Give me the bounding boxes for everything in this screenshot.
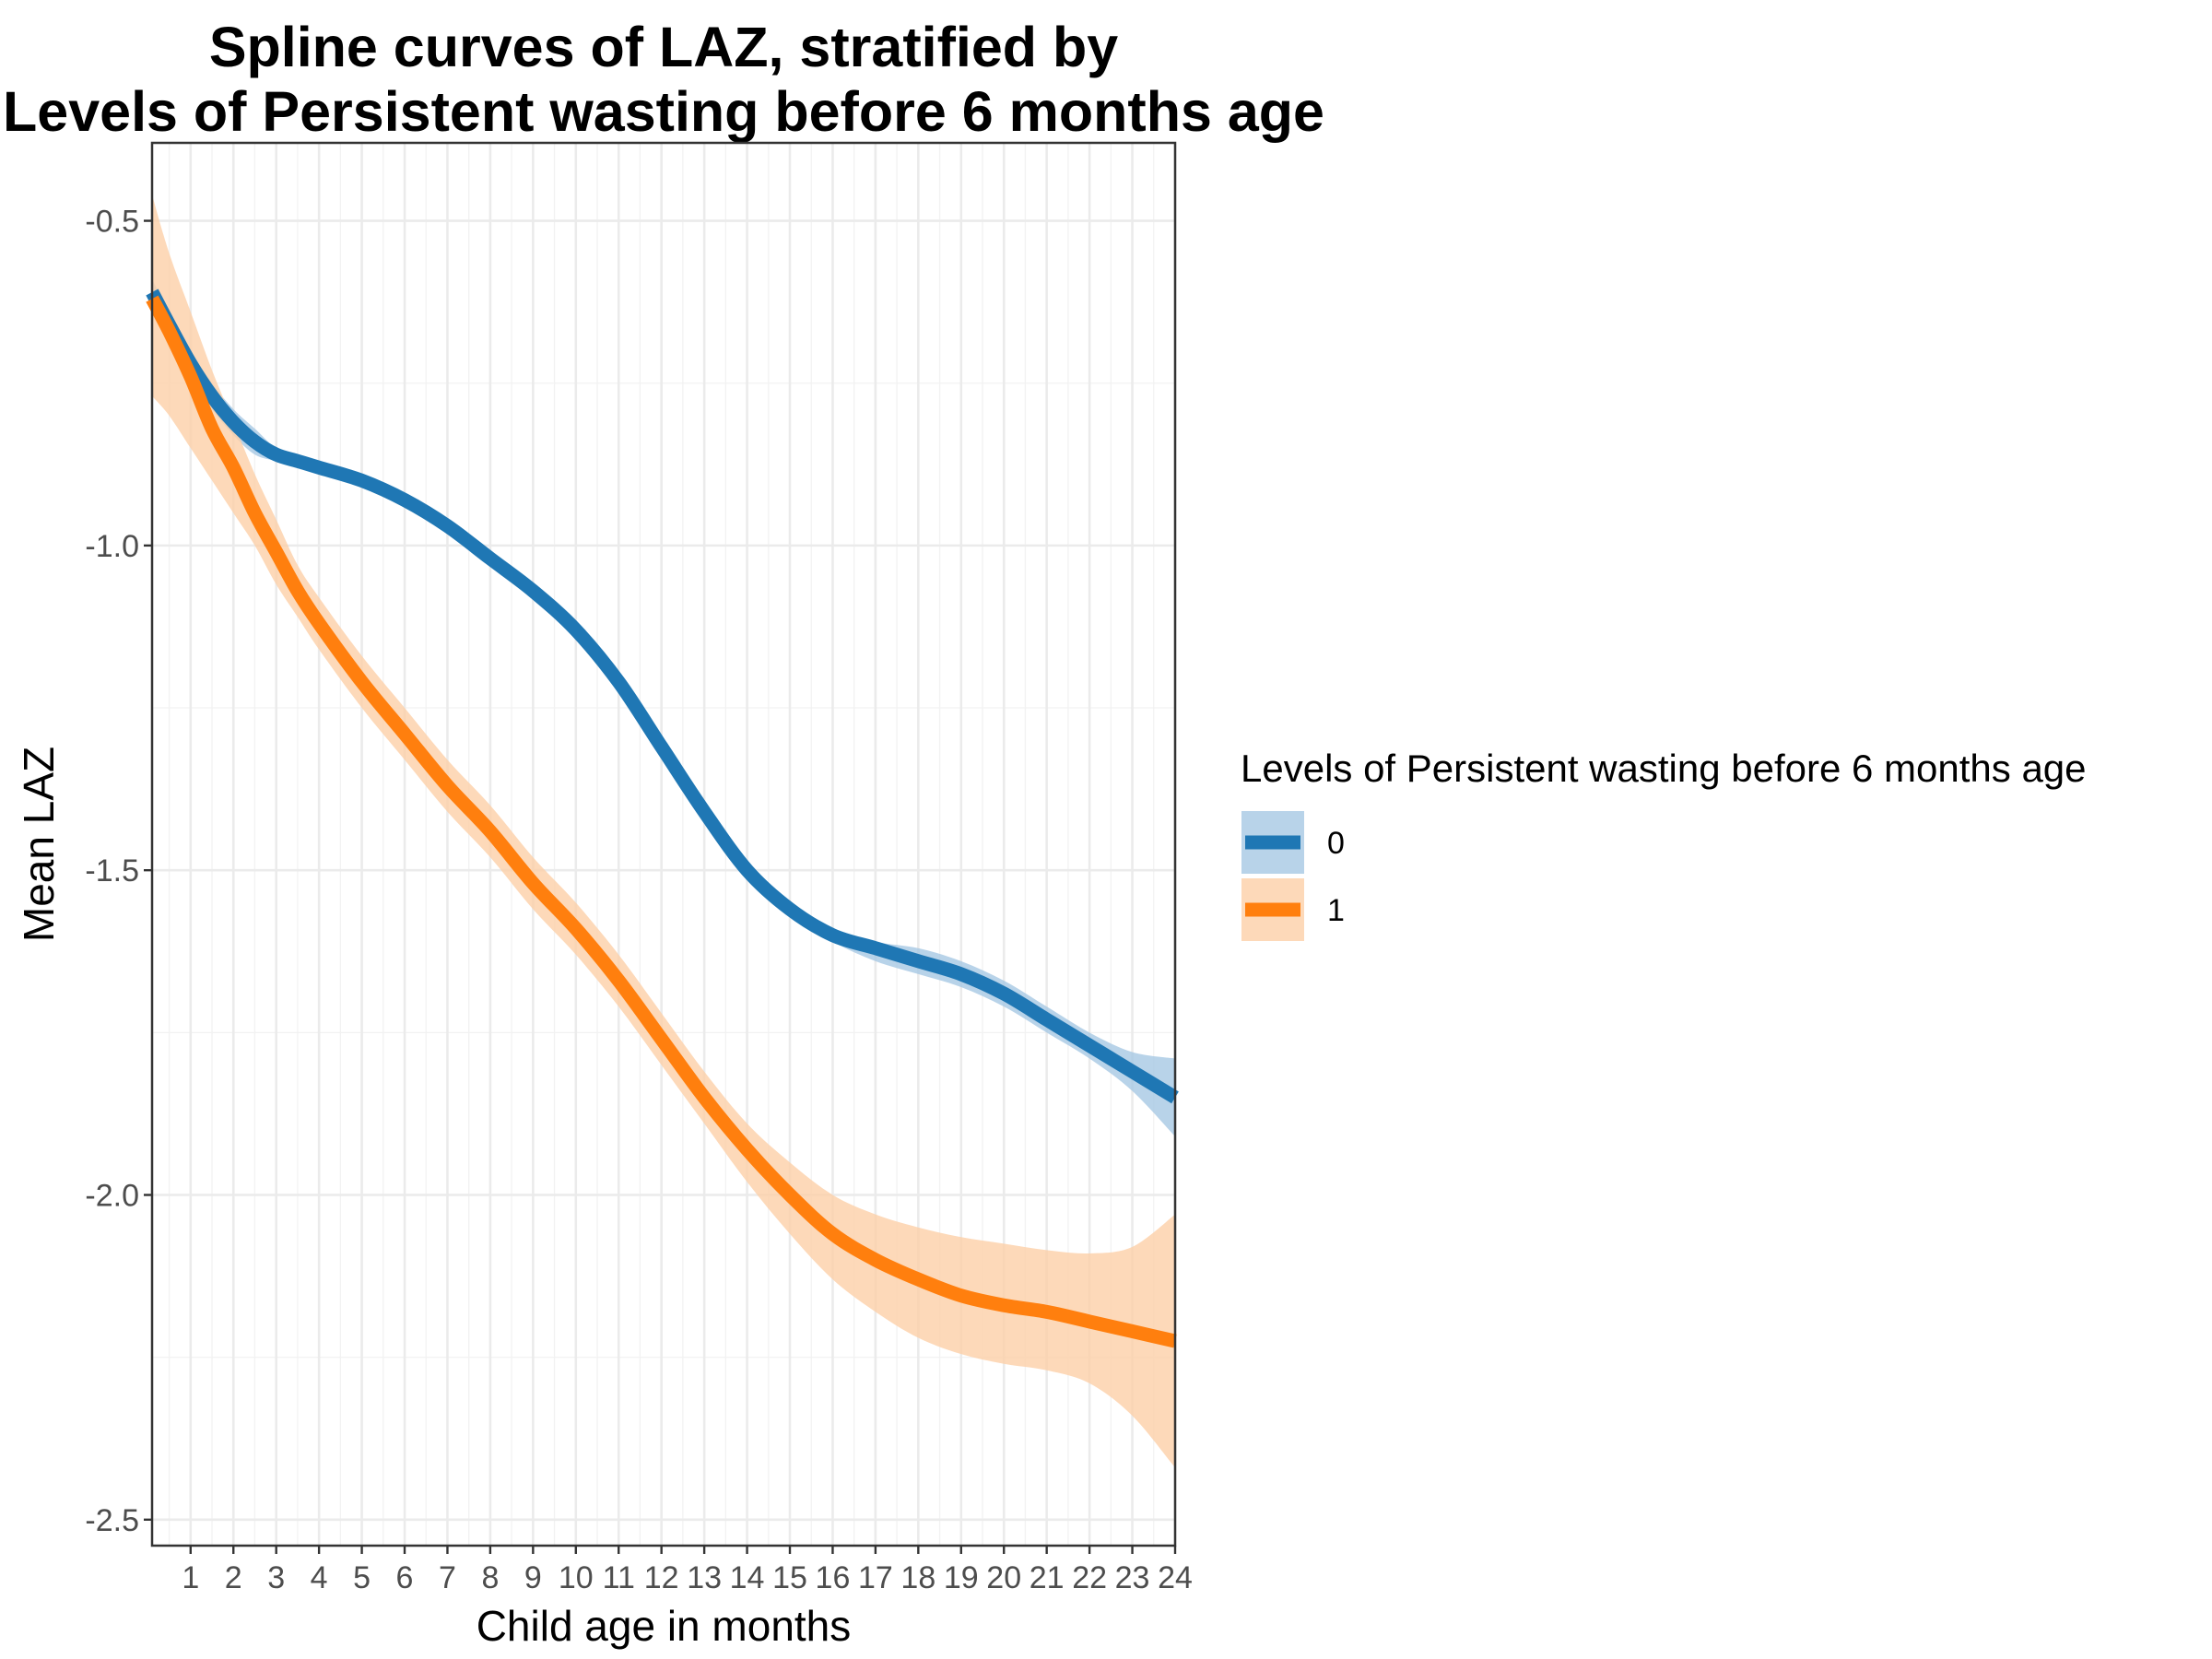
confidence-bands (152, 194, 1175, 1468)
y-axis-title: Mean LAZ (15, 747, 63, 942)
legend-label-1: 1 (1327, 893, 1345, 928)
y-tick-label: -2.0 (85, 1179, 139, 1214)
x-tick-label: 9 (524, 1560, 542, 1595)
x-tick-label: 12 (644, 1560, 679, 1595)
x-tick-label: 14 (730, 1560, 765, 1595)
x-tick-label: 22 (1072, 1560, 1107, 1595)
x-tick-label: 15 (772, 1560, 807, 1595)
x-tick-label: 13 (687, 1560, 722, 1595)
y-tick-label: -1.0 (85, 529, 139, 564)
y-tick-label: -2.5 (85, 1503, 139, 1538)
legend-title: Levels of Persistent wasting before 6 mo… (1241, 747, 2087, 790)
x-tick-label: 21 (1030, 1560, 1065, 1595)
x-axis-title: Child age in months (477, 1602, 852, 1650)
series-line-1 (146, 295, 1177, 1348)
x-tick-label: 3 (267, 1560, 285, 1595)
x-tick-label: 16 (816, 1560, 851, 1595)
chart-title: Spline curves of LAZ, stratified by Leve… (3, 16, 1324, 143)
x-tick-label: 23 (1115, 1560, 1150, 1595)
y-axis: -2.5 -2.0 -1.5 -1.0 -0.5 (85, 205, 152, 1538)
x-axis: 1 2 3 4 5 6 7 8 9 10 11 12 13 14 15 16 17 18 19 20 21 22 23 24 (182, 1546, 1193, 1595)
legend-label-0: 0 (1327, 826, 1345, 861)
legend: Levels of Persistent wasting before 6 mo… (1241, 747, 2087, 941)
x-tick-label: 4 (311, 1560, 328, 1595)
chart-title-line-2: Levels of Persistent wasting before 6 mo… (3, 80, 1324, 143)
x-tick-label: 19 (944, 1560, 979, 1595)
series-line-0 (146, 288, 1179, 1104)
x-tick-label: 18 (900, 1560, 935, 1595)
series-lines (146, 288, 1179, 1348)
plot-panel-border (150, 141, 1177, 1547)
chart-title-line-1: Spline curves of LAZ, stratified by (209, 16, 1118, 78)
x-tick-label: 10 (559, 1560, 594, 1595)
x-tick-label: 8 (481, 1560, 499, 1595)
x-tick-label: 7 (439, 1560, 456, 1595)
x-tick-label: 24 (1158, 1560, 1193, 1595)
x-tick-label: 17 (858, 1560, 893, 1595)
legend-items: 01 (1241, 811, 1345, 941)
x-tick-label: 20 (986, 1560, 1021, 1595)
x-tick-label: 1 (182, 1560, 199, 1595)
x-tick-label: 11 (603, 1560, 635, 1595)
y-tick-label: -1.5 (85, 853, 139, 888)
y-tick-label: -0.5 (85, 205, 139, 240)
x-tick-label: 2 (225, 1560, 242, 1595)
x-tick-label: 5 (353, 1560, 371, 1595)
x-tick-label: 6 (396, 1560, 414, 1595)
confidence-band-series-1 (152, 194, 1175, 1468)
